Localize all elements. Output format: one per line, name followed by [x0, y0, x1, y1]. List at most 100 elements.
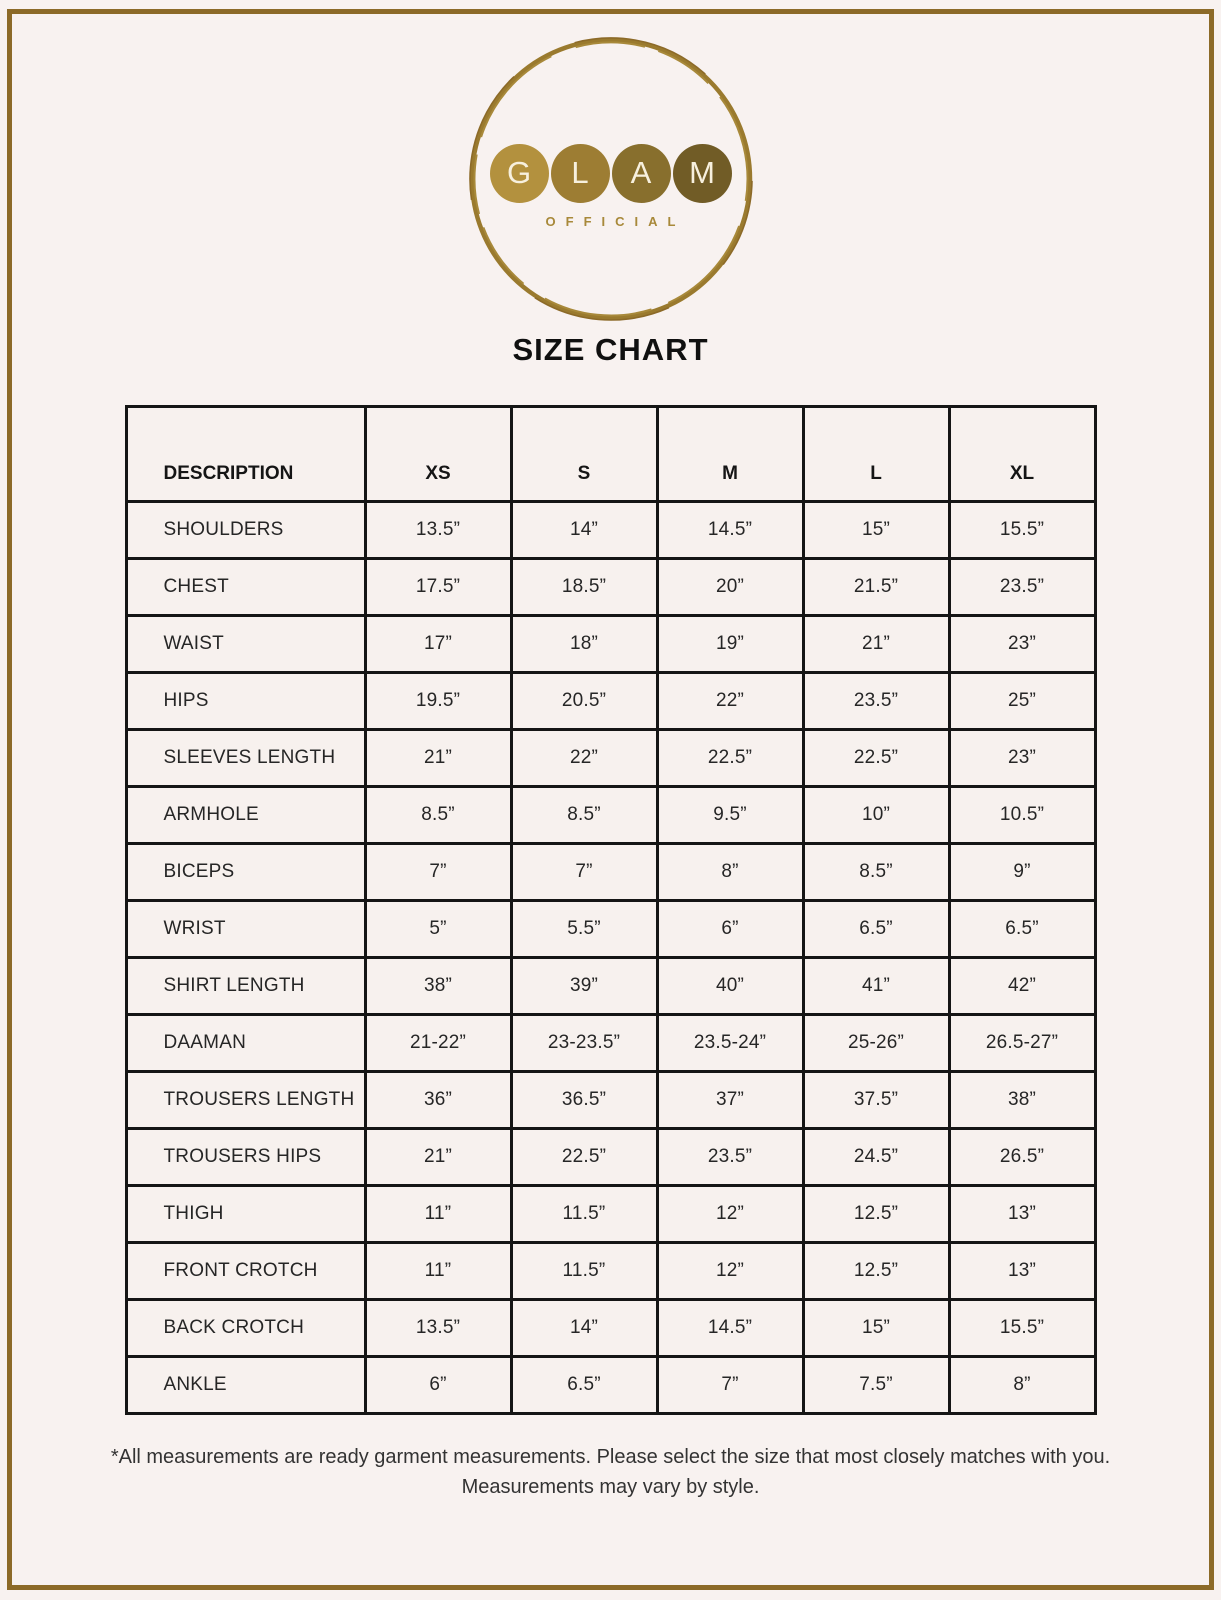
size-value: 21-22”	[363, 1013, 513, 1073]
column-header-xs: XS	[363, 405, 513, 503]
size-value: 12”	[655, 1241, 805, 1301]
size-value: 15”	[801, 1298, 951, 1358]
table-row: WRIST 5” 5.5” 6” 6.5” 6.5”	[124, 899, 1097, 959]
row-label: TROUSERS LENGTH	[124, 1070, 367, 1130]
column-header-xl: XL	[947, 405, 1097, 503]
row-label: TROUSERS HIPS	[124, 1127, 367, 1187]
size-value: 21”	[801, 614, 951, 674]
table-row: BACK CROTCH 13.5” 14” 14.5” 15” 15.5”	[124, 1298, 1097, 1358]
footer-line-2: Measurements may vary by style.	[461, 1476, 760, 1498]
size-value: 11”	[363, 1184, 513, 1244]
table-row: SHOULDERS 13.5” 14” 14.5” 15” 15.5”	[124, 500, 1097, 560]
size-value: 8.5”	[363, 785, 513, 845]
size-value: 21”	[363, 728, 513, 788]
size-value: 20”	[655, 557, 805, 617]
table-row: ANKLE 6” 6.5” 7” 7.5” 8”	[124, 1355, 1097, 1415]
size-value: 14”	[509, 1298, 659, 1358]
size-value: 8”	[947, 1355, 1097, 1415]
row-label: THIGH	[124, 1184, 367, 1244]
row-label: SLEEVES LENGTH	[124, 728, 367, 788]
size-value: 23”	[947, 728, 1097, 788]
size-value: 11”	[363, 1241, 513, 1301]
size-value: 21”	[363, 1127, 513, 1187]
size-value: 37”	[655, 1070, 805, 1130]
size-value: 25”	[947, 671, 1097, 731]
size-value: 5”	[363, 899, 513, 959]
size-value: 6.5”	[509, 1355, 659, 1415]
size-value: 24.5”	[801, 1127, 951, 1187]
size-value: 15.5”	[947, 500, 1097, 560]
table-row: TROUSERS LENGTH 36” 36.5” 37” 37.5” 38”	[124, 1070, 1097, 1130]
logo-letter-a: A	[611, 144, 671, 203]
row-label: CHEST	[124, 557, 367, 617]
size-value: 6.5”	[801, 899, 951, 959]
size-value: 15.5”	[947, 1298, 1097, 1358]
row-label: SHIRT LENGTH	[124, 956, 367, 1016]
size-value: 7”	[509, 842, 659, 902]
logo-letter-circles: G L A M	[465, 144, 757, 203]
column-header-description: DESCRIPTION	[124, 405, 367, 503]
size-value: 19.5”	[363, 671, 513, 731]
row-label: HIPS	[124, 671, 367, 731]
size-value: 22”	[655, 671, 805, 731]
size-value: 23”	[947, 614, 1097, 674]
size-value: 41”	[801, 956, 951, 1016]
footer-note: *All measurements are ready garment meas…	[12, 1442, 1209, 1502]
table-row: BICEPS 7” 7” 8” 8.5” 9”	[124, 842, 1097, 902]
size-value: 21.5”	[801, 557, 951, 617]
column-header-m: M	[655, 405, 805, 503]
size-value: 7”	[363, 842, 513, 902]
size-value: 38”	[947, 1070, 1097, 1130]
row-label: BICEPS	[124, 842, 367, 902]
table-row: ARMHOLE 8.5” 8.5” 9.5” 10” 10.5”	[124, 785, 1097, 845]
table-row: TROUSERS HIPS 21” 22.5” 23.5” 24.5” 26.5…	[124, 1127, 1097, 1187]
size-value: 12.5”	[801, 1184, 951, 1244]
row-label: DAAMAN	[124, 1013, 367, 1073]
size-value: 18.5”	[509, 557, 659, 617]
page-frame: G L A M OFFICIAL SIZE CHART DESCRIPTION …	[7, 9, 1214, 1590]
size-value: 9”	[947, 842, 1097, 902]
header-row: DESCRIPTION XS S M L XL	[124, 405, 1097, 503]
size-value: 6.5”	[947, 899, 1097, 959]
size-value: 8”	[655, 842, 805, 902]
size-value: 12.5”	[801, 1241, 951, 1301]
size-value: 10”	[801, 785, 951, 845]
table-row: THIGH 11” 11.5” 12” 12.5” 13”	[124, 1184, 1097, 1244]
logo-letter-m: M	[672, 144, 732, 203]
size-value: 15”	[801, 500, 951, 560]
brand-logo: G L A M OFFICIAL	[465, 34, 757, 324]
table-row: DAAMAN 21-22” 23-23.5” 23.5-24” 25-26” 2…	[124, 1013, 1097, 1073]
size-value: 40”	[655, 956, 805, 1016]
table-row: WAIST 17” 18” 19” 21” 23”	[124, 614, 1097, 674]
size-value: 36.5”	[509, 1070, 659, 1130]
row-label: ANKLE	[124, 1355, 367, 1415]
row-label: WRIST	[124, 899, 367, 959]
footer-line-1: *All measurements are ready garment meas…	[110, 1446, 1111, 1468]
row-label: ARMHOLE	[124, 785, 367, 845]
logo-ring-icon	[468, 37, 753, 321]
size-value: 11.5”	[509, 1184, 659, 1244]
size-value: 7.5”	[801, 1355, 951, 1415]
size-value: 13”	[947, 1184, 1097, 1244]
table-row: SLEEVES LENGTH 21” 22” 22.5” 22.5” 23”	[124, 728, 1097, 788]
size-value: 36”	[363, 1070, 513, 1130]
size-value: 26.5-27”	[947, 1013, 1097, 1073]
size-chart-table: DESCRIPTION XS S M L XL SHOULDERS 13.5” …	[124, 405, 1097, 1415]
size-value: 22.5”	[655, 728, 805, 788]
size-value: 9.5”	[655, 785, 805, 845]
table-row: FRONT CROTCH 11” 11.5” 12” 12.5” 13”	[124, 1241, 1097, 1301]
table-row: HIPS 19.5” 20.5” 22” 23.5” 25”	[124, 671, 1097, 731]
size-value: 10.5”	[947, 785, 1097, 845]
size-value: 23.5”	[801, 671, 951, 731]
size-value: 23.5”	[655, 1127, 805, 1187]
row-label: SHOULDERS	[124, 500, 367, 560]
row-label: FRONT CROTCH	[124, 1241, 367, 1301]
table-row: CHEST 17.5” 18.5” 20” 21.5” 23.5”	[124, 557, 1097, 617]
row-label: BACK CROTCH	[124, 1298, 367, 1358]
size-value: 42”	[947, 956, 1097, 1016]
column-header-s: S	[509, 405, 659, 503]
size-value: 37.5”	[801, 1070, 951, 1130]
size-value: 22.5”	[509, 1127, 659, 1187]
size-value: 14.5”	[655, 1298, 805, 1358]
row-label: WAIST	[124, 614, 367, 674]
